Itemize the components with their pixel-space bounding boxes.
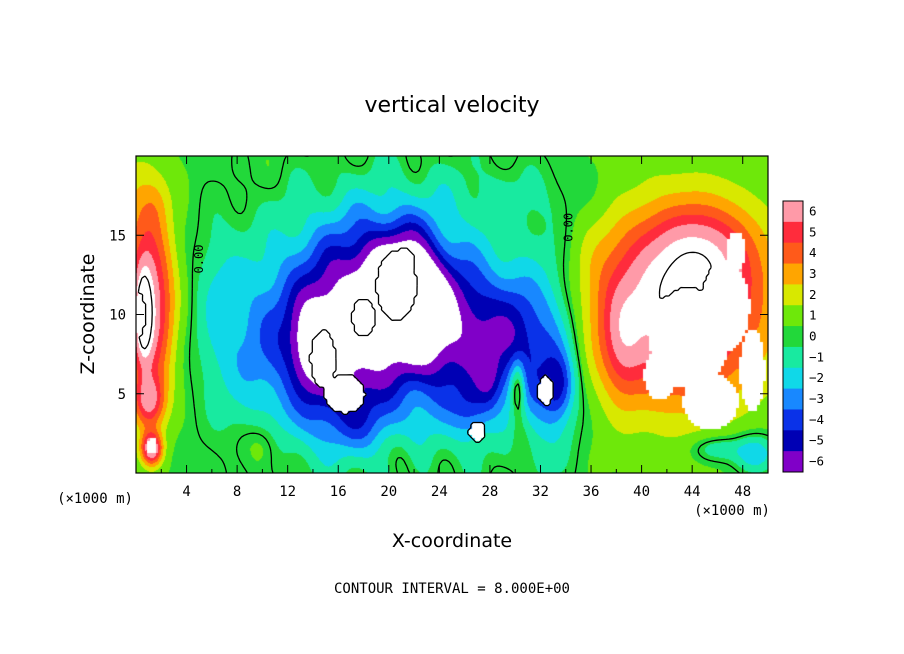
- chart-title: vertical velocity: [364, 93, 539, 118]
- colorbar-label: 2: [809, 287, 817, 302]
- plot-area: 0.00 0.00: [135, 155, 769, 474]
- x-axis: 4 8 12 16 20 24 28 32 36 40 44 48: [160, 156, 751, 500]
- colorbar-swatch: [783, 221, 803, 244]
- colorbar-swatch: [783, 326, 803, 348]
- x-unit-label-left: (×1000 m): [57, 491, 133, 507]
- y-axis-title: Z-coordinate: [77, 254, 99, 375]
- y-tick-label: 10: [109, 308, 126, 324]
- x-tick-label: 40: [633, 484, 650, 500]
- x-tick-label: 36: [583, 484, 600, 500]
- x-tick-label: 12: [279, 484, 296, 500]
- x-unit-label-right: (×1000 m): [694, 503, 770, 519]
- contour-interval-footer: CONTOUR INTERVAL = 8.000E+00: [334, 581, 570, 597]
- x-tick-label: 8: [233, 484, 241, 500]
- colorbar-label: −3: [809, 391, 824, 406]
- colorbar-label: −4: [809, 412, 824, 427]
- x-tick-label: 4: [182, 484, 190, 500]
- x-tick-label: 16: [330, 484, 347, 500]
- x-axis-title: X-coordinate: [392, 530, 512, 552]
- y-tick-label: 15: [109, 228, 126, 244]
- colorbar-label: −2: [809, 370, 824, 385]
- colorbar-swatch: [783, 284, 803, 306]
- colorbar-label: −6: [809, 454, 824, 469]
- y-axis: 5 10 15: [109, 228, 768, 403]
- colorbar: 6 5 4 3 2 1 0 −1 −2 −3 −4 −5 −6: [782, 200, 824, 473]
- colorbar-label: 4: [809, 245, 817, 260]
- contour-labels: 0.00 0.00: [192, 213, 575, 274]
- colorbar-swatch: [783, 409, 803, 431]
- colorbar-swatch: [783, 430, 803, 452]
- colorbar-label: 6: [809, 203, 817, 218]
- contour-label: 0.00: [561, 213, 575, 242]
- colorbar-swatch: [783, 451, 803, 473]
- y-tick-label: 5: [118, 387, 126, 403]
- colorbar-swatch: [783, 201, 803, 223]
- colorbar-swatch: [783, 367, 803, 390]
- x-tick-label: 24: [431, 484, 448, 500]
- colorbar-swatch: [783, 388, 803, 410]
- contour-line: [188, 156, 768, 473]
- colorbar-swatch: [783, 305, 803, 327]
- colorbar-label: 1: [809, 308, 817, 323]
- colorbar-swatch: [783, 346, 803, 369]
- x-tick-label: 44: [684, 484, 701, 500]
- colorbar-label: 5: [809, 224, 817, 239]
- x-tick-label: 28: [481, 484, 498, 500]
- x-tick-label: 32: [532, 484, 549, 500]
- colorbar-label: −5: [809, 433, 824, 448]
- velocity-field-image: [136, 156, 768, 473]
- colorbar-frame: [782, 200, 804, 473]
- colorbar-swatch: [783, 263, 803, 285]
- colorbar-swatch: [783, 242, 803, 265]
- contour-label: 0.00: [192, 245, 206, 274]
- contour-line: [137, 251, 712, 350]
- colorbar-label: 0: [809, 329, 817, 344]
- colorbar-label: −1: [809, 349, 824, 364]
- contour-lines: [137, 156, 768, 473]
- x-tick-label: 20: [380, 484, 397, 500]
- x-tick-label: 48: [734, 484, 751, 500]
- colorbar-label: 3: [809, 266, 817, 281]
